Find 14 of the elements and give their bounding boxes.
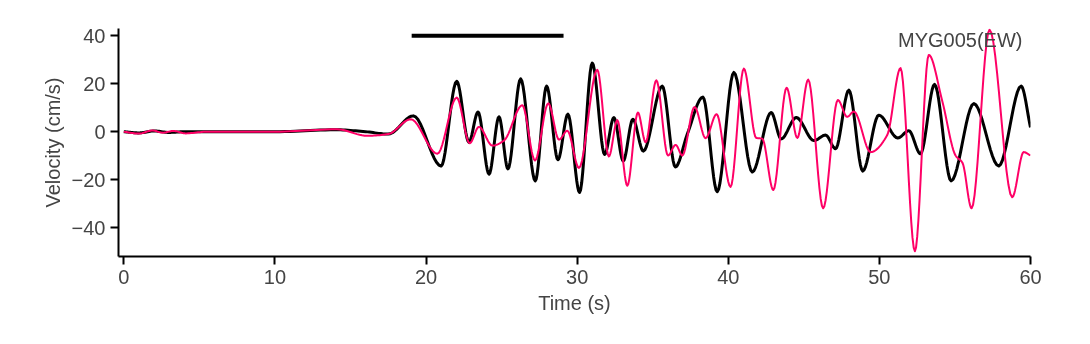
x-tick-label: 50: [868, 265, 891, 288]
x-tick-label: 20: [414, 265, 438, 288]
y-tick-label: −40: [71, 216, 106, 239]
x-tick-label: 40: [717, 265, 740, 288]
y-tick-label: −20: [71, 168, 106, 191]
y-tick-label: 40: [83, 24, 106, 47]
y-tick-label: 20: [83, 72, 106, 95]
x-axis-title: Time (s): [538, 291, 611, 314]
x-tick-label: 10: [263, 265, 287, 288]
y-axis-title: Velocity (cm/s): [41, 77, 64, 208]
x-tick-label: 30: [566, 265, 589, 288]
x-tick-label: 0: [118, 265, 130, 288]
x-tick-label: 60: [1019, 265, 1042, 288]
y-tick-label: 0: [94, 120, 106, 143]
